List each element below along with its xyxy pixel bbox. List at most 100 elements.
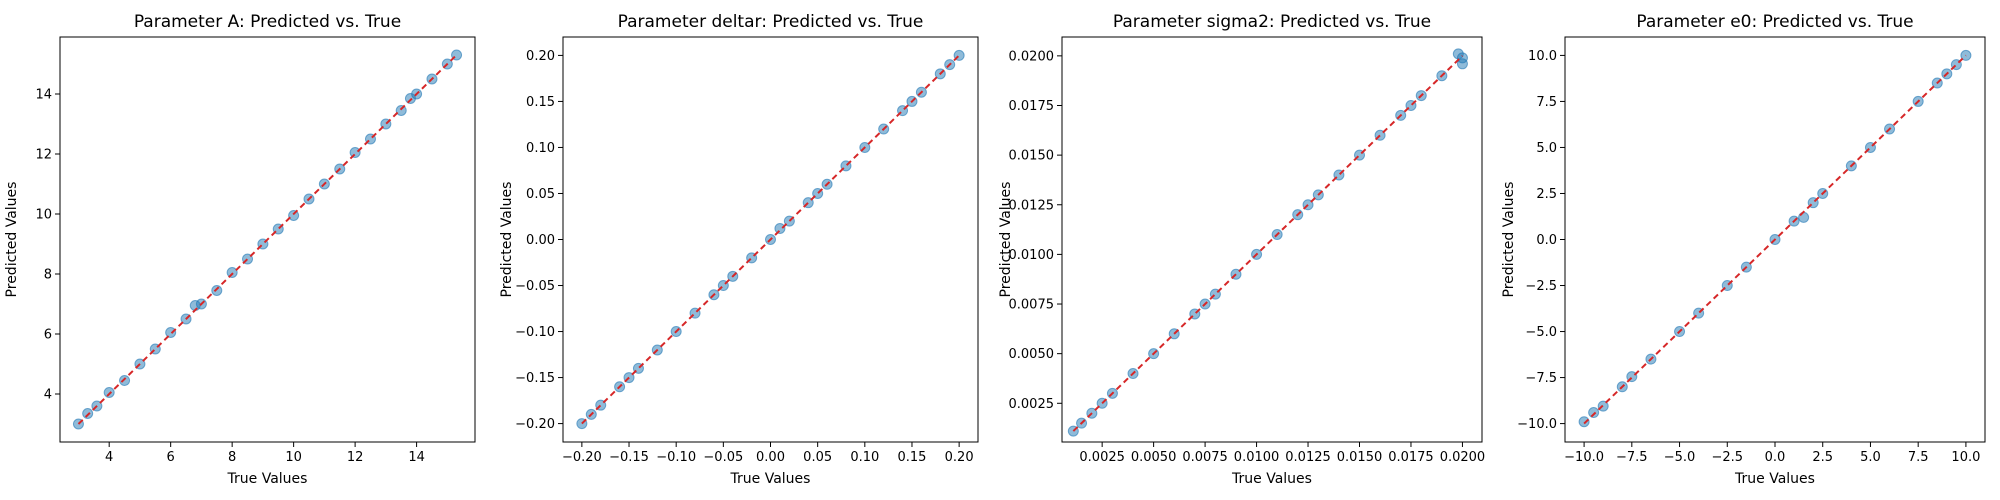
chart-panel-3: Parameter sigma2: Predicted vs. True 0.00…	[998, 12, 1485, 487]
y-tick-label: −7.5	[1525, 371, 1557, 386]
x-tick-label: −0.15	[609, 450, 649, 465]
x-axis-label: True Values	[1231, 471, 1312, 487]
y-tick-label: 12	[35, 148, 52, 163]
x-tick-label: 14	[408, 450, 425, 465]
axes-frame	[59, 36, 476, 443]
x-tick-label: 0.0175	[1388, 450, 1434, 465]
y-tick-label: 0.0075	[1009, 298, 1055, 313]
x-tick-label: 0.0125	[1285, 450, 1331, 465]
x-tick-label: 8	[228, 450, 236, 465]
x-tick-label: −0.05	[703, 450, 743, 465]
y-axis-label: Predicted Values	[499, 182, 515, 298]
x-tick-label: 7.5	[1908, 450, 1929, 465]
scatter-point	[119, 375, 131, 386]
y-tick-label: 0.0175	[1009, 99, 1055, 114]
x-tick-label: 0.10	[850, 450, 879, 465]
scatter-point	[774, 222, 786, 234]
x-tick-label: −0.10	[656, 450, 696, 465]
x-tick-label: 0.0200	[1440, 450, 1486, 465]
scatter-point	[395, 105, 407, 116]
y-tick-label: 0.05	[526, 187, 555, 202]
scatter-point	[1588, 407, 1600, 419]
y-tick-label: 4	[44, 388, 52, 403]
y-tick-label: 0.0025	[1009, 397, 1055, 412]
chart-title: Parameter deltar: Predicted vs. True	[618, 12, 924, 32]
chart-panel-4: Parameter e0: Predicted vs. True −10.0 −7.…	[1501, 12, 1986, 487]
chart-title: Parameter e0: Predicted vs. True	[1636, 12, 1913, 32]
y-axis-label: Predicted Values	[998, 182, 1014, 298]
scatter-point	[82, 408, 94, 419]
scatter-point	[1578, 416, 1590, 428]
y-tick-label: 5.0	[1536, 141, 1557, 156]
y-tick-label: 7.5	[1536, 95, 1557, 110]
data-marks	[576, 49, 965, 430]
reference-line	[1583, 54, 1967, 425]
x-tick-label: −2.5	[1711, 450, 1743, 465]
scatter-point	[211, 285, 223, 296]
x-tick-label: 2.5	[1812, 450, 1833, 465]
y-tick-label: −10.0	[1517, 417, 1557, 432]
scatter-point	[1456, 52, 1468, 64]
y-tick-label: 10	[35, 208, 52, 223]
x-tick-label: −10.0	[1564, 450, 1604, 465]
scatter-point	[103, 387, 115, 398]
y-tick-label: 0.15	[526, 95, 555, 110]
y-tick-label: 0.0150	[1009, 149, 1055, 164]
x-axis-label: True Values	[227, 471, 308, 487]
x-tick-label: 12	[347, 450, 364, 465]
chart-title: Parameter A: Predicted vs. True	[134, 12, 401, 32]
y-tick-label: 8	[44, 268, 52, 283]
y-tick-label: 6	[44, 328, 52, 343]
x-tick-label: −7.5	[1616, 450, 1648, 465]
chart-title: Parameter sigma2: Predicted vs. True	[1113, 12, 1431, 32]
scatter-point	[349, 147, 361, 158]
y-tick-label: −5.0	[1525, 325, 1557, 340]
y-tick-label: 0.10	[526, 141, 555, 156]
scatter-point	[165, 327, 177, 338]
x-tick-label: 0.0025	[1079, 450, 1125, 465]
chart-panel-1: Parameter A: Predicted vs. True 4 6 8 10 12 14…	[4, 12, 476, 487]
reference-line	[77, 54, 458, 425]
y-tick-label: 0.0100	[1009, 248, 1055, 263]
y-tick-label: 14	[35, 88, 52, 103]
y-tick-label: 0.20	[526, 49, 555, 64]
reference-line	[1072, 55, 1464, 432]
x-tick-label: 0.0	[1765, 450, 1786, 465]
x-tick-label: −5.0	[1664, 450, 1696, 465]
x-tick-label: 0.0050	[1131, 450, 1177, 465]
y-tick-label: 0.0	[1536, 233, 1557, 248]
x-axis-label: True Values	[730, 471, 811, 487]
x-tick-label: −0.20	[562, 450, 602, 465]
scatter-point	[226, 267, 238, 278]
x-tick-label: 0.20	[945, 450, 974, 465]
x-tick-label: 0.0075	[1182, 450, 1228, 465]
y-tick-label: 0.0200	[1009, 49, 1055, 64]
y-tick-label: 0.0050	[1009, 347, 1055, 362]
x-tick-label: 10	[285, 450, 302, 465]
axes-frame	[1061, 36, 1483, 443]
x-tick-label: 4	[105, 450, 113, 465]
y-tick-label: −0.05	[515, 279, 555, 294]
x-tick-label: 0.0150	[1337, 450, 1383, 465]
y-tick-label: 0.0125	[1009, 198, 1055, 213]
x-tick-label: 0.05	[803, 450, 832, 465]
y-axis-label: Predicted Values	[4, 182, 20, 298]
y-tick-label: −0.20	[515, 417, 555, 432]
reference-line	[581, 54, 960, 425]
x-tick-label: 6	[167, 450, 175, 465]
y-axis-label: Predicted Values	[1501, 182, 1517, 298]
x-tick-label: 5.0	[1860, 450, 1881, 465]
data-marks	[1067, 48, 1468, 437]
chart-panel-2: Parameter deltar: Predicted vs. True −0.2…	[499, 12, 979, 487]
x-axis-label: True Values	[1734, 471, 1815, 487]
y-tick-label: 2.5	[1536, 187, 1557, 202]
y-tick-label: 10.0	[1528, 49, 1557, 64]
y-tick-label: −0.10	[515, 325, 555, 340]
y-tick-label: −0.15	[515, 371, 555, 386]
x-tick-label: 0.0100	[1234, 450, 1280, 465]
data-marks	[1578, 49, 1972, 428]
x-tick-label: 10.0	[1951, 450, 1980, 465]
scatter-point	[288, 210, 300, 221]
x-tick-label: 0.15	[898, 450, 927, 465]
